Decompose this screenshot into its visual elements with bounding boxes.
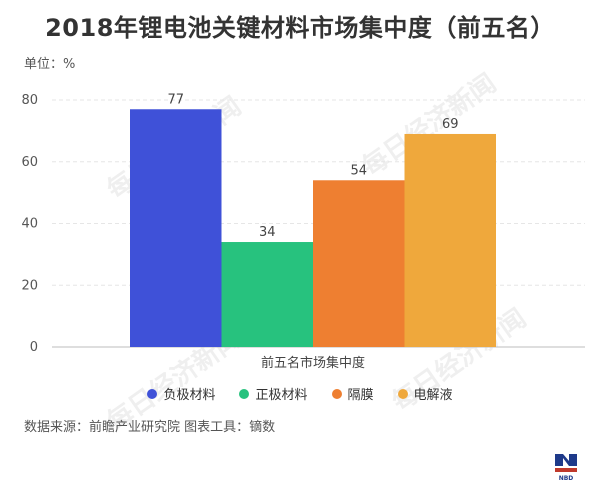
logo-text: NBD — [559, 475, 574, 482]
y-tick-label: 40 — [21, 217, 38, 232]
y-tick-label: 20 — [21, 278, 38, 293]
legend-label: 正极材料 — [255, 388, 308, 403]
legend-label: 电解液 — [413, 388, 453, 403]
legend-label: 负极材料 — [163, 388, 216, 403]
unit-label: 单位：% — [24, 57, 76, 72]
y-tick-label: 60 — [21, 155, 38, 170]
y-tick-label: 80 — [21, 93, 38, 108]
data-label: 54 — [350, 163, 367, 178]
legend-item: 隔膜 — [331, 384, 374, 403]
y-tick-label: 0 — [30, 340, 38, 355]
legend-item: 电解液 — [397, 384, 453, 403]
data-label: 77 — [167, 92, 184, 107]
bar — [313, 180, 405, 347]
data-label: 34 — [259, 225, 276, 240]
legend-swatch — [239, 388, 250, 399]
x-tick-label: 前五名市场集中度 — [261, 355, 365, 371]
nbd-logo: NBD — [555, 454, 577, 482]
legend: 负极材料 正极材料 隔膜 电解液 — [0, 384, 600, 403]
bar — [130, 109, 222, 347]
source-note: 数据来源：前瞻产业研究院 图表工具：镝数 — [24, 420, 276, 435]
legend-swatch — [331, 388, 342, 399]
legend-swatch — [147, 388, 158, 399]
chart-title: 2018年锂电池关键材料市场集中度（前五名） — [45, 14, 555, 42]
bar — [221, 242, 313, 347]
bar — [404, 133, 496, 347]
legend-item: 正极材料 — [239, 384, 308, 403]
bar-chart: 0 20 40 60 80 77 34 54 69 前五名市场集中度 — [21, 92, 585, 371]
legend-item: 负极材料 — [147, 384, 215, 403]
legend-swatch — [397, 388, 408, 399]
legend-label: 隔膜 — [347, 388, 374, 403]
data-label: 69 — [442, 117, 459, 132]
